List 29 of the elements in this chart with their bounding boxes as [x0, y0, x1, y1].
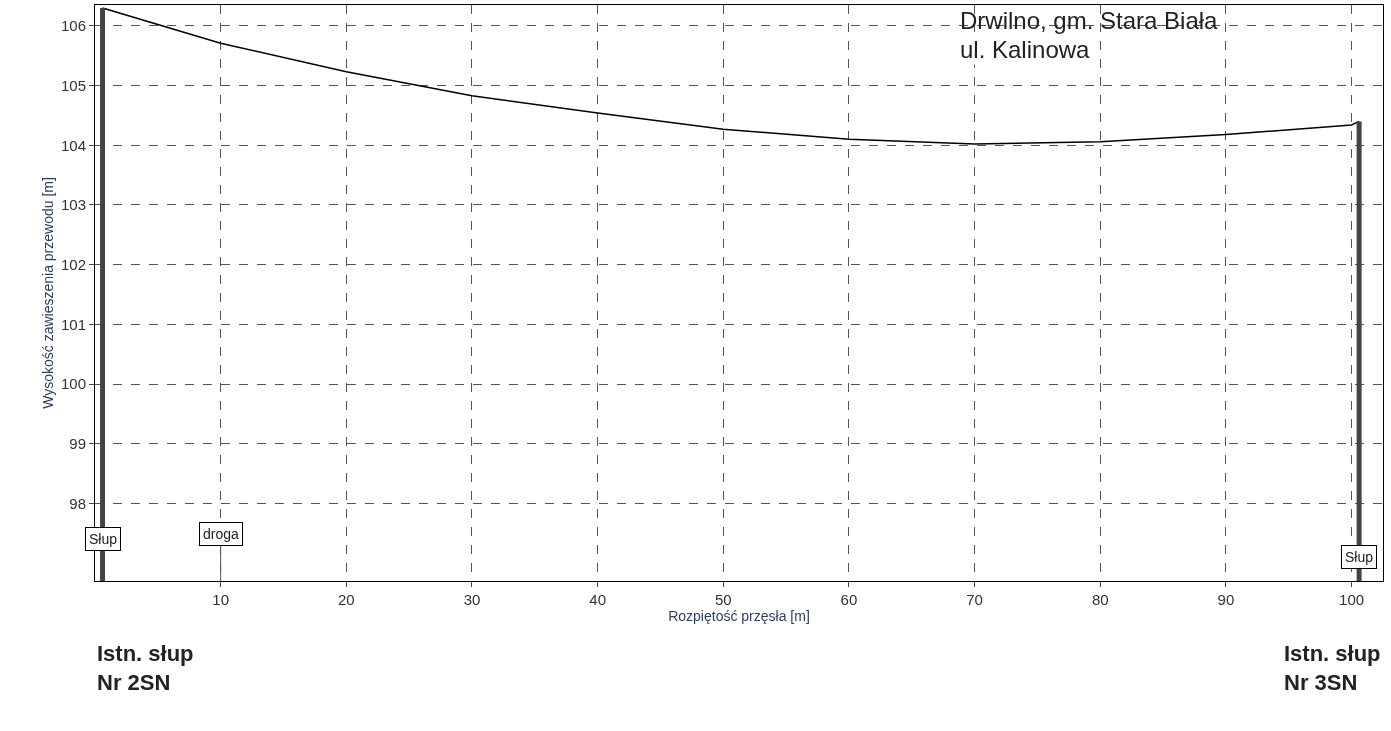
- ref-line-label: droga: [203, 526, 240, 542]
- annotation: Słup: [89, 531, 118, 547]
- y-tick-label: 100: [60, 375, 86, 393]
- line-series: [101, 7, 1360, 145]
- y-tick-label: 98: [69, 494, 86, 512]
- annotation: Słup: [1345, 549, 1374, 565]
- x-tick-label: 30: [463, 591, 481, 608]
- x-tick-label: 40: [589, 591, 606, 608]
- x-tick-label: 20: [337, 591, 355, 608]
- y-tick-label: 99: [69, 434, 86, 452]
- y-tick-label: 101: [60, 315, 86, 333]
- chart-title: Drwilno, gm. Stara Biała: [960, 7, 1219, 34]
- x-axis-title: Rozpiętość przęsła [m]: [668, 608, 810, 625]
- x-tick-label: 90: [1217, 591, 1235, 608]
- y-tick-label: 104: [60, 136, 86, 154]
- y-tick-label: 103: [60, 196, 86, 214]
- text: Istn. słup Nr 2SN: [97, 641, 194, 695]
- y-axis-title: Wysokość zawieszenia przewodu [m]: [39, 177, 56, 409]
- y-tick-label: 106: [60, 17, 86, 35]
- x-tick-label: 10: [212, 591, 229, 608]
- y-tick-label: 102: [60, 255, 86, 273]
- text: Istn. słup Nr 3SN: [1284, 641, 1381, 695]
- x-tick-label: 50: [714, 591, 732, 608]
- y-tick-label: 105: [60, 76, 86, 94]
- text: ul. Kalinowa: [960, 36, 1091, 63]
- x-tick-label: 100: [1339, 591, 1365, 608]
- x-tick-label: 70: [966, 591, 983, 608]
- x-tick-label: 80: [1091, 591, 1109, 608]
- x-tick-label: 60: [840, 591, 858, 608]
